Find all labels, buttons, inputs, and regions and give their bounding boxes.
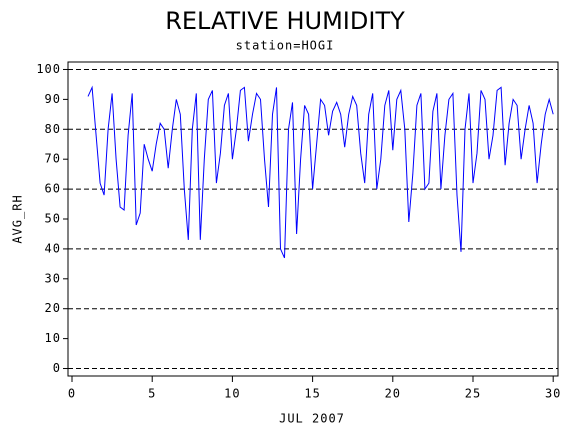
x-tick-label: 15 bbox=[304, 387, 320, 401]
x-tick-label: 30 bbox=[545, 387, 561, 401]
chart-subtitle: station=HOGI bbox=[236, 39, 335, 53]
y-tick-label: 100 bbox=[36, 62, 61, 76]
y-tick-label: 0 bbox=[53, 361, 61, 375]
y-tick-label: 50 bbox=[45, 212, 61, 226]
x-tick-label: 0 bbox=[68, 387, 76, 401]
y-tick-label: 80 bbox=[45, 122, 61, 136]
data-line bbox=[87, 85, 554, 259]
x-tick-label: 25 bbox=[465, 387, 481, 401]
y-tick-label: 30 bbox=[45, 271, 61, 285]
y-tick-label: 40 bbox=[45, 241, 61, 255]
y-axis-label: AVG_RH bbox=[11, 194, 25, 243]
x-tick-label: 20 bbox=[385, 387, 401, 401]
plot-frame bbox=[67, 61, 559, 377]
y-tick-label: 10 bbox=[45, 331, 61, 345]
x-axis-label: JUL 2007 bbox=[279, 412, 345, 426]
x-tick-label: 5 bbox=[148, 387, 156, 401]
y-tick-label: 90 bbox=[45, 92, 61, 106]
y-tick-label: 20 bbox=[45, 301, 61, 315]
chart-title: RELATIVE HUMIDITY bbox=[165, 7, 405, 35]
x-tick-label: 10 bbox=[224, 387, 240, 401]
y-tick-label: 70 bbox=[45, 152, 61, 166]
y-tick-label: 60 bbox=[45, 182, 61, 196]
